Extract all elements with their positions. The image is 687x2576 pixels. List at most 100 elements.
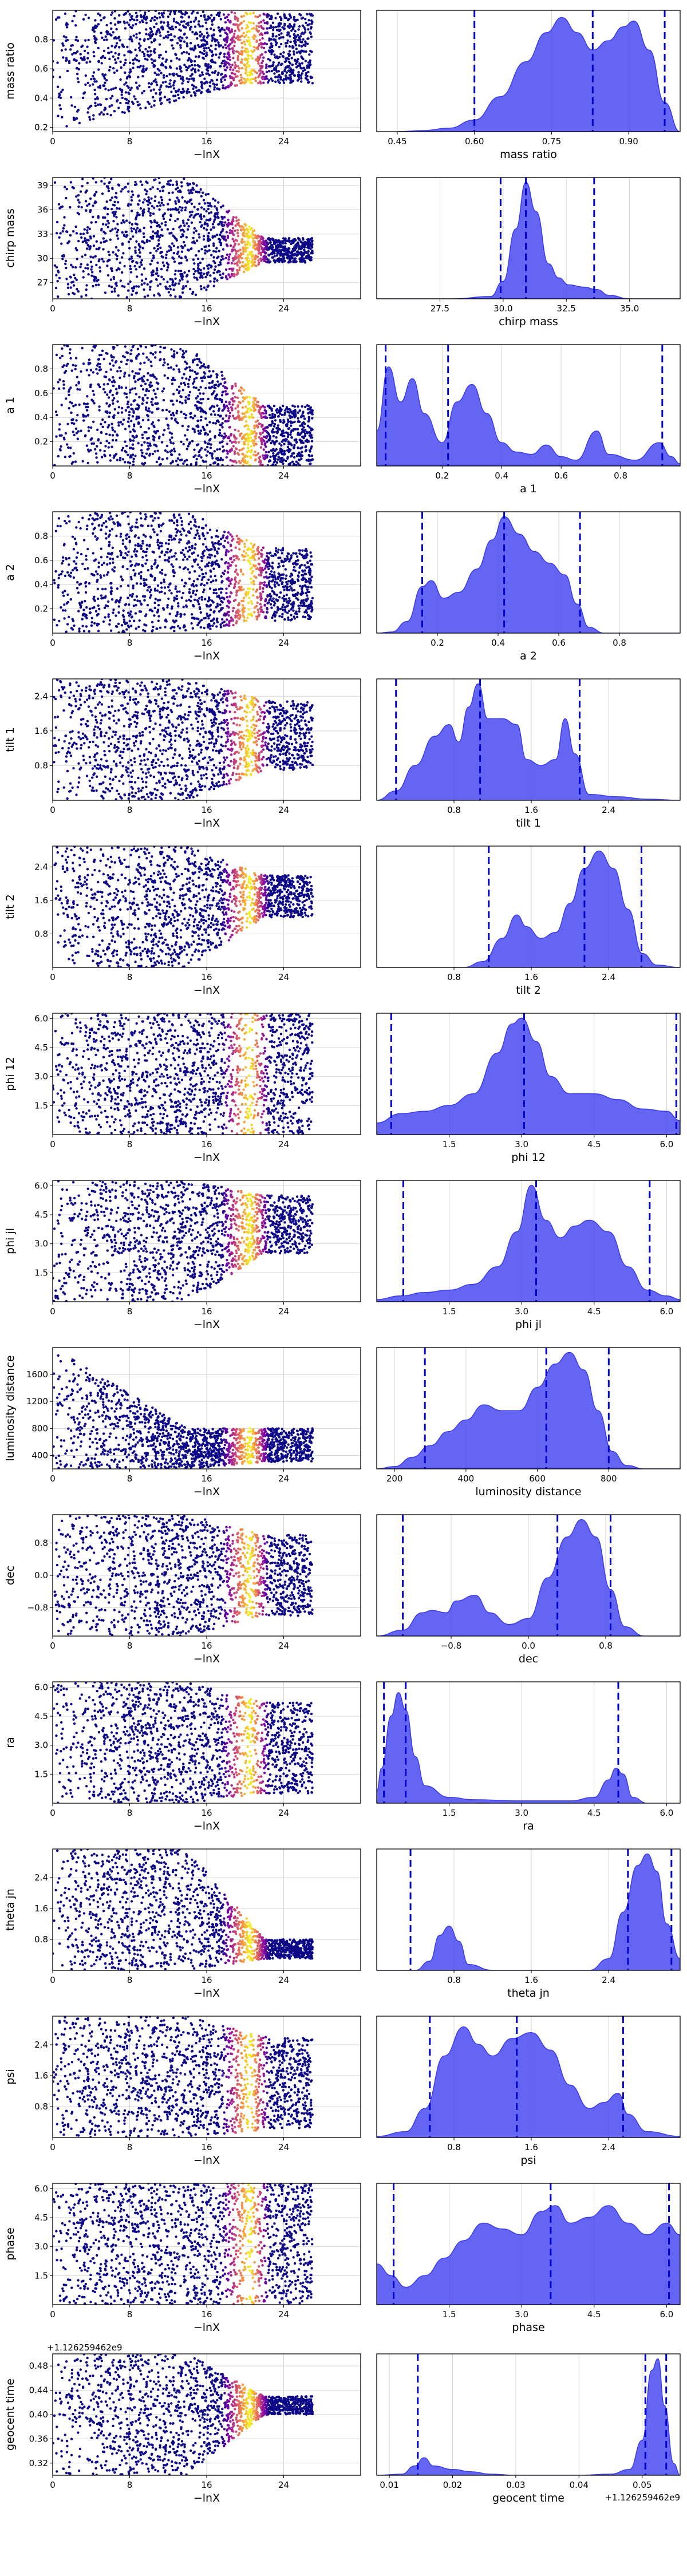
scatter-mass_ratio-point [263,42,266,45]
scatter-a_1-point [142,352,145,355]
scatter-mass_ratio-point [111,94,114,98]
scatter-mass_ratio-point [106,112,109,116]
scatter-a_1-point [263,406,266,409]
scatter-chirp_mass-point [157,235,160,238]
scatter-mass_ratio-point [93,93,97,96]
scatter-chirp_mass-point [88,248,91,251]
scatter-chirp_mass-point [226,225,229,228]
scatter-mass_ratio-y-tick-label: 0.8 [34,34,48,45]
scatter-mass_ratio-point [138,46,141,50]
scatter-chirp_mass-y-tick-label: 27 [37,278,48,288]
scatter-mass_ratio-point [180,20,183,23]
scatter-a_1-point [195,425,198,428]
scatter-chirp_mass-point [219,206,223,209]
scatter-a_1-point [251,439,254,442]
scatter-mass_ratio-point [213,86,216,89]
scatter-chirp_mass-point [212,260,215,263]
scatter-a_1-point [188,376,192,378]
scatter-a_1-point [153,443,156,447]
scatter-chirp_mass-point [206,285,209,289]
scatter-a_1-point [195,397,198,400]
scatter-a_1-point [260,414,263,417]
scatter-a_1-point [149,374,152,377]
scatter-mass_ratio-point [204,21,207,24]
scatter-chirp_mass-point [237,218,240,222]
scatter-a_1-point [133,387,137,390]
scatter-mass_ratio-point [288,26,291,29]
scatter-a_1-point [110,445,113,448]
scatter-chirp_mass-point [202,191,204,194]
scatter-a_1-point [303,417,306,420]
scatter-mass_ratio-point [305,50,307,53]
scatter-mass_ratio-point [128,76,132,78]
scatter-mass_ratio-point [211,19,214,22]
scatter-a_1-point [280,444,283,447]
scatter-a_1-point [98,385,101,389]
scatter-a_1-point [224,434,227,437]
scatter-a_1-point [176,457,180,460]
scatter-a_1-point [155,402,159,405]
scatter-mass_ratio-point [224,86,227,89]
scatter-mass_ratio-point [215,13,218,17]
scatter-a_1-point [105,432,108,436]
kde-a_1-x-tick-label: 0.6 [554,471,568,481]
scatter-a_1-point [172,447,176,451]
scatter-a_1-point [272,452,275,455]
scatter-a_1-point [224,390,227,393]
scatter-chirp_mass-point [199,274,203,277]
scatter-chirp_mass-point [179,224,182,227]
scatter-a_1-point [140,449,143,452]
scatter-chirp_mass-point [109,230,112,232]
scatter-mass_ratio-point [261,70,264,73]
scatter-a_1-point [117,424,120,427]
scatter-chirp_mass-point [147,210,150,213]
scatter-a_1-point [206,445,209,449]
scatter-mass_ratio-point [306,37,309,40]
scatter-mass_ratio-point [220,80,223,84]
scatter-mass_ratio-point [113,37,116,39]
scatter-a_1-point [224,400,227,404]
scatter-mass_ratio-point [189,21,192,23]
scatter-mass_ratio-point [164,60,167,63]
scatter-mass_ratio-point [159,99,162,102]
scatter-chirp_mass-point [114,282,117,285]
scatter-mass_ratio-point [140,15,143,18]
scatter-mass_ratio-point [253,77,256,81]
scatter-a_1-point [106,352,109,355]
scatter-mass_ratio-point [97,68,100,71]
scatter-a_1-point [193,358,196,361]
scatter-a_1-point [244,437,248,440]
scatter-chirp_mass-point [136,203,140,206]
scatter-a_1-point [58,378,61,381]
scatter-chirp_mass-point [180,181,183,184]
scatter-a_1-point [252,409,256,412]
scatter-chirp_mass-point [264,251,267,255]
scatter-mass_ratio-point [129,88,132,92]
scatter-mass_ratio-point [246,23,248,27]
scatter-chirp_mass-point [101,192,104,195]
scatter-a_1-point [173,450,176,453]
scatter-chirp_mass-point [195,239,199,242]
scatter-mass_ratio-point [183,64,186,66]
scatter-mass_ratio-point [236,57,239,60]
scatter-a_1-point [148,452,152,455]
scatter-a_1-point [151,403,154,406]
scatter-mass_ratio-point [226,52,229,56]
scatter-mass_ratio-point [106,52,110,54]
scatter-a_1-point [171,378,173,381]
scatter-a_1-point [231,403,234,406]
scatter-mass_ratio-point [252,27,255,30]
scatter-mass_ratio-point [217,11,220,14]
scatter-a_1-point [189,416,192,418]
scatter-chirp_mass-point [152,269,155,272]
scatter-mass_ratio-point [153,26,156,29]
scatter-mass_ratio-point [211,53,215,56]
scatter-chirp_mass-point [148,239,151,243]
scatter-mass_ratio-point [310,76,313,79]
scatter-a_1-point [285,459,287,463]
scatter-a_1-point [299,453,302,456]
scatter-chirp_mass-point [152,256,155,260]
scatter-a_1-point [267,451,270,453]
scatter-mass_ratio-point [277,70,280,73]
scatter-mass_ratio-point [105,23,108,27]
